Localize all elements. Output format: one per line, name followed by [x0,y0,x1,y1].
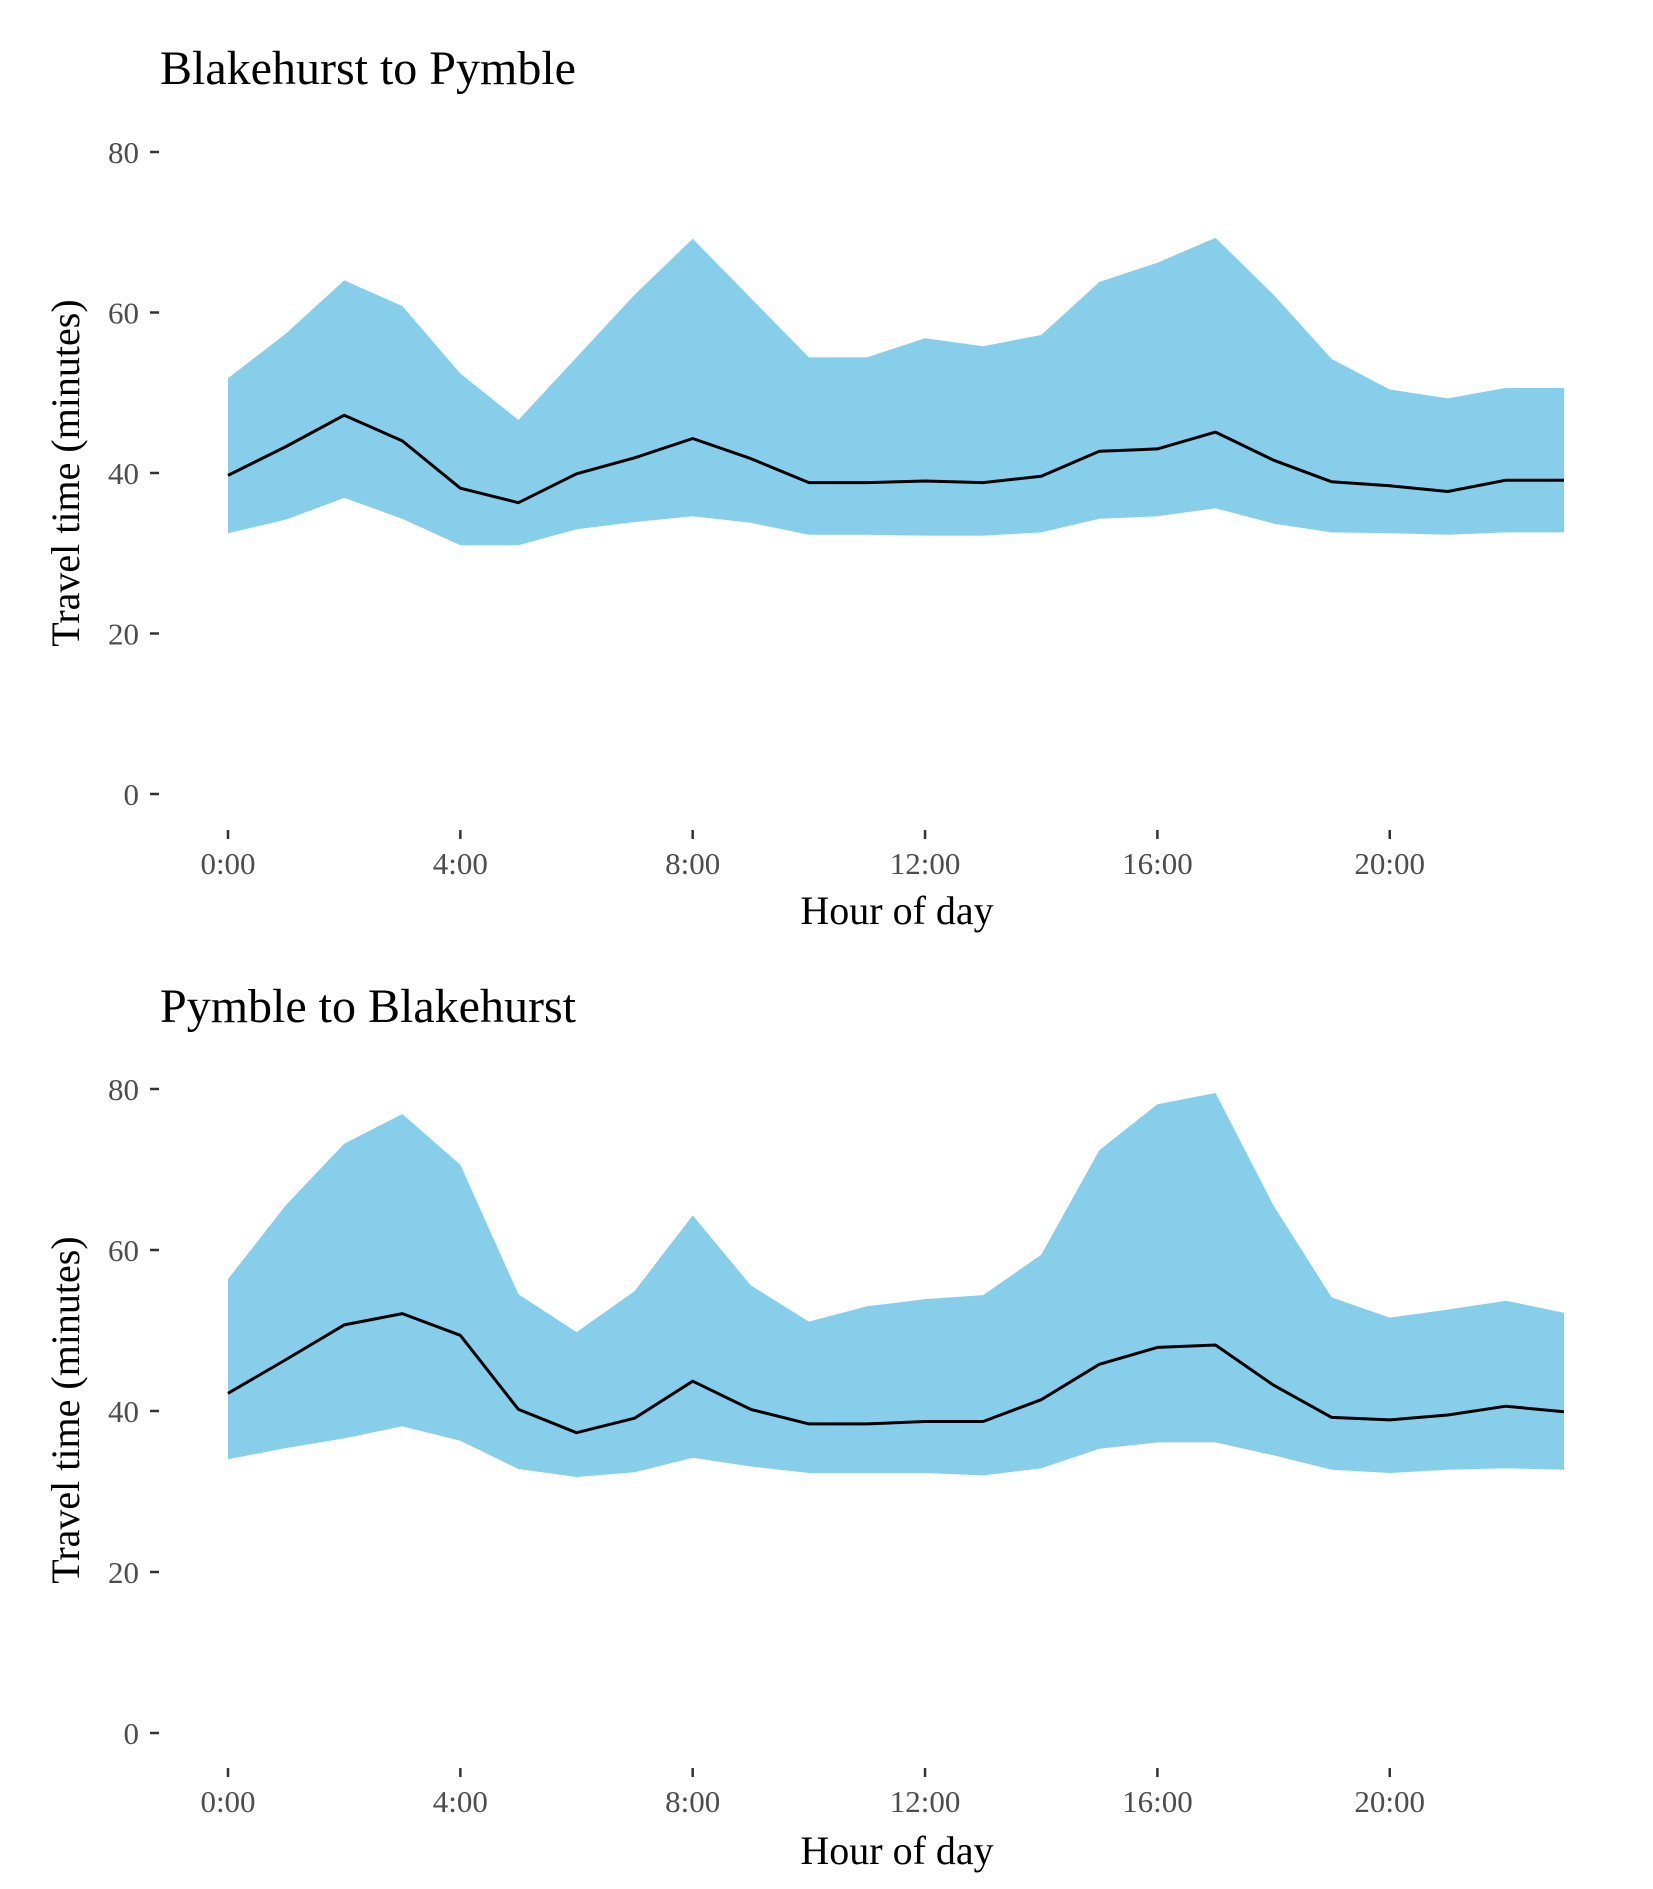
plot-area [227,237,1564,546]
x-tick-label: 16:00 [1122,846,1193,881]
y-tick-label: 80 [108,1072,139,1107]
x-tick-label: 20:00 [1354,846,1425,881]
y-tick-label: 60 [108,1233,139,1268]
x-tick-label: 4:00 [433,846,488,881]
y-tick-label: 40 [108,1394,139,1429]
x-tick-label: 8:00 [665,846,720,881]
y-axis: 0 20 40 60 80 [108,135,159,812]
x-axis: 0:00 4:00 8:00 12:00 16:00 20:00 [200,830,1425,881]
x-tick-label: 12:00 [890,1784,961,1819]
y-tick-label: 40 [108,456,139,491]
chart-title: Pymble to Blakehurst [160,980,577,1033]
y-axis: 0 20 40 60 80 [108,1072,159,1751]
y-tick-label: 20 [108,1555,139,1590]
plot-area [227,1093,1565,1477]
x-tick-label: 0:00 [200,846,255,881]
x-tick-label: 8:00 [665,1784,720,1819]
x-tick-label: 20:00 [1354,1784,1425,1819]
y-tick-label: 0 [124,777,140,812]
range-band [228,237,1564,546]
y-tick-label: 80 [108,135,139,170]
series-line [227,1312,1565,1435]
y-axis-title: Travel time (minutes) [43,299,88,646]
x-axis-title: Hour of day [800,888,993,933]
chart-title: Blakehurst to Pymble [160,42,576,95]
y-axis-title: Travel time (minutes) [43,1236,88,1583]
range-band [228,1093,1564,1477]
chart-panel-pymble-to-blakehurst: Pymble to Blakehurst 0 20 40 60 80 0:00 4:00 8… [43,980,1565,1873]
y-tick-label: 0 [124,1716,140,1751]
x-tick-label: 12:00 [890,846,961,881]
y-tick-label: 60 [108,296,139,331]
x-tick-label: 4:00 [433,1784,488,1819]
x-tick-label: 16:00 [1122,1784,1193,1819]
x-axis-title: Hour of day [800,1828,993,1873]
y-tick-label: 20 [108,617,139,652]
x-axis: 0:00 4:00 8:00 12:00 16:00 20:00 [200,1768,1425,1819]
x-tick-label: 0:00 [200,1784,255,1819]
chart-panel-blakehurst-to-pymble: Blakehurst to Pymble 0 20 40 60 80 0:00 4:00 8… [43,42,1564,933]
series-line [227,413,1564,505]
